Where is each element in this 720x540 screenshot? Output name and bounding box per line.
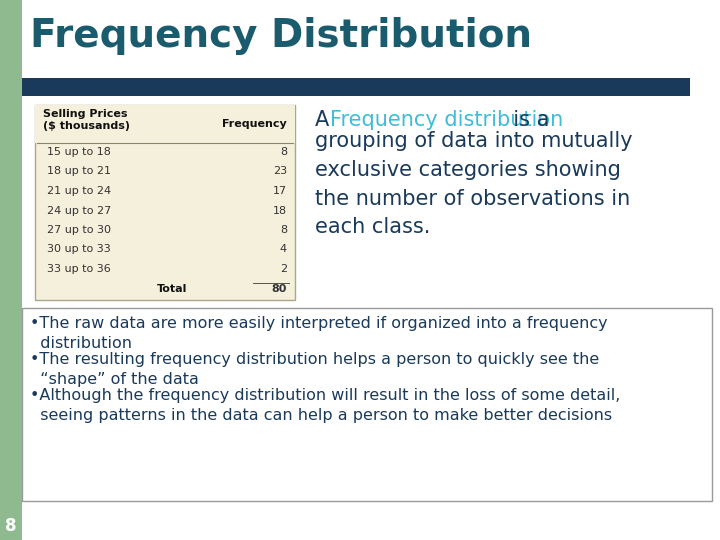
Text: 8: 8 [280, 147, 287, 157]
Bar [22, 78, 690, 96]
Text: is a: is a [500, 110, 549, 130]
Text: 17: 17 [273, 186, 287, 196]
Text: grouping of data into mutually
exclusive categories showing
the number of observ: grouping of data into mutually exclusive… [315, 131, 633, 238]
Text: 8: 8 [5, 517, 17, 535]
FancyBboxPatch shape [22, 308, 712, 501]
Text: 18: 18 [273, 206, 287, 215]
FancyBboxPatch shape [35, 105, 295, 300]
Bar [0, 0, 280, 70]
Text: 15 up to 18: 15 up to 18 [47, 147, 111, 157]
Bar [22, 0, 720, 75]
Text: A: A [315, 110, 336, 130]
Text: 27 up to 30: 27 up to 30 [47, 225, 111, 235]
Bar [35, 105, 295, 143]
Text: Frequency distribution: Frequency distribution [330, 110, 563, 130]
Text: •The raw data are more easily interpreted if organized into a frequency
  distri: •The raw data are more easily interprete… [30, 316, 608, 351]
Text: Selling Prices
($ thousands): Selling Prices ($ thousands) [43, 109, 130, 131]
FancyBboxPatch shape [0, 0, 280, 70]
Text: 4: 4 [280, 245, 287, 254]
Text: 30 up to 33: 30 up to 33 [47, 245, 111, 254]
Text: •The resulting frequency distribution helps a person to quickly see the
  “shape: •The resulting frequency distribution he… [30, 352, 599, 387]
Bar [0, 0, 22, 540]
Bar [0, 512, 22, 540]
Text: 18 up to 21: 18 up to 21 [47, 166, 111, 177]
Text: 21 up to 24: 21 up to 24 [47, 186, 111, 196]
Text: •Although the frequency distribution will result in the loss of some detail,
  s: •Although the frequency distribution wil… [30, 388, 621, 423]
Text: 23: 23 [273, 166, 287, 177]
Text: Frequency Distribution: Frequency Distribution [30, 17, 532, 55]
Text: Frequency: Frequency [222, 119, 287, 129]
Text: 33 up to 36: 33 up to 36 [47, 264, 111, 274]
Text: 8: 8 [280, 225, 287, 235]
Text: Total: Total [157, 284, 187, 294]
Text: 24 up to 27: 24 up to 27 [47, 206, 112, 215]
Text: 2: 2 [280, 264, 287, 274]
Text: 80: 80 [271, 284, 287, 294]
